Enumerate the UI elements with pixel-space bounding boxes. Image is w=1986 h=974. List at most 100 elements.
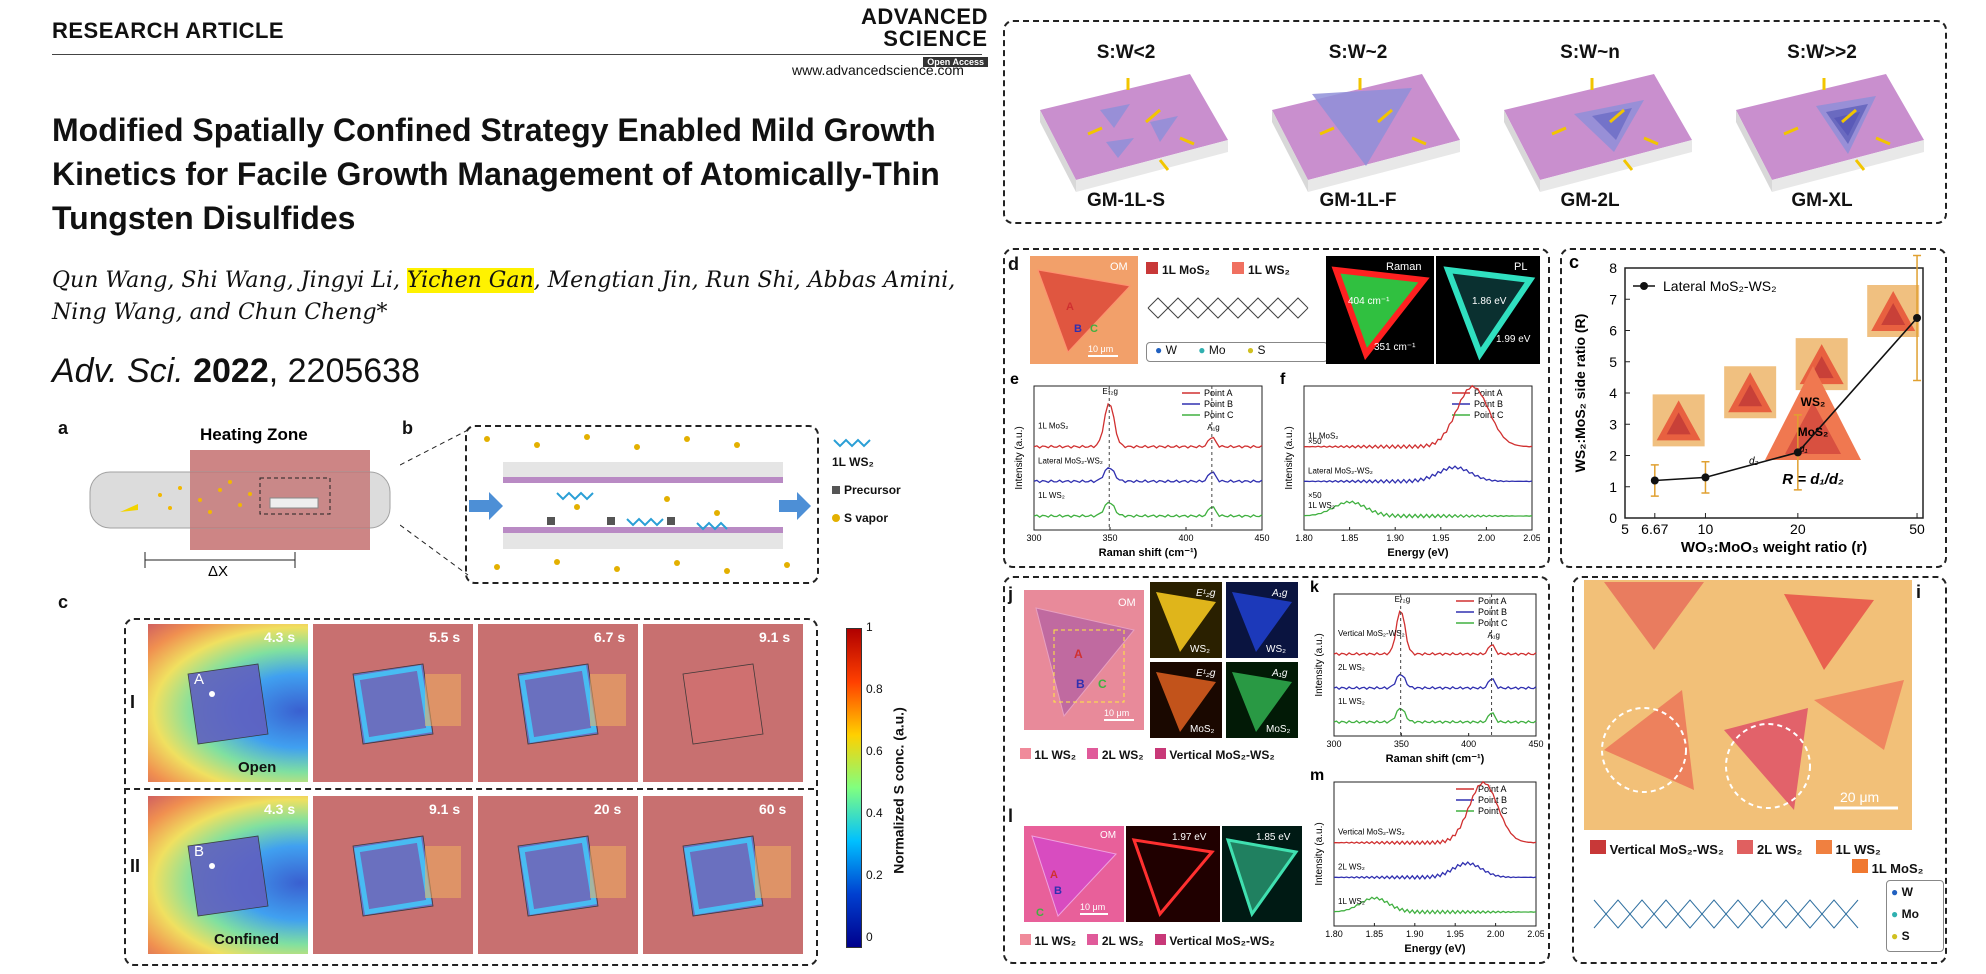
x-tick-label: 450 — [1254, 533, 1269, 543]
substrate-side — [1736, 110, 1772, 192]
x-tick-label: 1.90 — [1386, 533, 1404, 543]
panel-b-frame — [465, 425, 819, 584]
sw-ratio-label: S:W<2 — [1097, 42, 1156, 63]
panel-jklm-frame — [1003, 576, 1550, 964]
series-point — [1701, 473, 1710, 482]
logo-line1: ADVANCED — [860, 4, 988, 29]
plot-frame — [1333, 781, 1537, 927]
svg-text:C: C — [1036, 907, 1044, 919]
point-label: A — [194, 671, 204, 688]
curve-label: Vertical MoS₂-WS₂ — [1338, 629, 1405, 638]
svg-text:C: C — [1090, 323, 1098, 335]
ws2-chain-icon — [833, 438, 871, 448]
time-label: 60 s — [759, 801, 786, 817]
panel-c-frame — [124, 618, 818, 966]
x-tick-label: 5 — [1621, 521, 1629, 537]
legend-label: Point C — [1474, 410, 1504, 420]
zoom-lines — [400, 429, 469, 576]
annotation-ws2: WS₂ — [1801, 395, 1826, 409]
delta-x-label: ΔX — [208, 563, 228, 580]
point-marker — [209, 863, 215, 869]
spectrum-curve — [1033, 501, 1263, 518]
time-label: 4.3 s — [264, 629, 295, 645]
x-tick-label: 2.00 — [1487, 929, 1505, 939]
legend-label: Point A — [1478, 596, 1507, 606]
condition-label: Confined — [214, 931, 279, 948]
heating-zone-label: Heating Zone — [200, 425, 308, 444]
diffusion-plume — [755, 846, 791, 898]
map-flake — [1156, 592, 1216, 652]
colorbar-tick: 0.6 — [866, 744, 883, 758]
spectrum-curve — [1334, 861, 1537, 880]
l-pl-map-197: 1.97 eV — [1126, 826, 1220, 922]
substrate-slab — [517, 835, 599, 917]
legend-label: Point A — [1204, 388, 1233, 398]
svg-text:1.97 eV: 1.97 eV — [1172, 832, 1207, 843]
multiplier-label: ×50 — [1308, 437, 1322, 446]
point-label: B — [194, 843, 204, 860]
pl-plot-f: f 1.80 1.85 1.90 1.95 2.00 2.05 Energy (eV) Inte… — [1280, 372, 1540, 559]
ws2-triangle — [1312, 88, 1412, 166]
x-tick-label: 300 — [1026, 533, 1041, 543]
panel-letter: k — [1310, 580, 1319, 596]
growth-mode-name: GM-1L-S — [1087, 190, 1165, 210]
simulation-cell-svg: 6.7 s — [517, 629, 626, 745]
growth-arrow — [1854, 159, 1866, 171]
map-material-label: MoS₂ — [1266, 724, 1291, 735]
colorbar-tick: 0 — [866, 930, 873, 944]
spectrum-curve — [1303, 384, 1533, 450]
x-axis-label: Energy (eV) — [1387, 547, 1448, 559]
growth-arrow — [1783, 126, 1799, 136]
panel-i-label: i — [1916, 582, 1922, 602]
ws2-second-layer — [1592, 108, 1632, 140]
growth-arrow — [1158, 159, 1170, 171]
growth-mode-item: S:W~n GM-2L — [1474, 30, 1706, 211]
simulation-cell-svg: 20 s — [517, 801, 626, 917]
y-tick-label: 4 — [1609, 385, 1617, 401]
spectrum-curve — [1333, 707, 1537, 725]
plot-frame — [1033, 385, 1263, 531]
legend-label: Point B — [1478, 795, 1507, 805]
svg-text:20 μm: 20 μm — [1840, 789, 1879, 805]
svg-text:OM: OM — [1100, 830, 1116, 841]
svg-text:B: B — [1076, 677, 1085, 691]
substrate-slab — [352, 835, 434, 917]
journal-website[interactable]: www.advancedscience.com — [792, 62, 964, 78]
time-label: 4.3 s — [264, 801, 295, 817]
x-tick-label: 400 — [1461, 739, 1476, 749]
j-raman-map-svg: E¹₂g WS₂ — [1156, 588, 1216, 655]
x-tick-label: 1.80 — [1325, 929, 1343, 939]
confined-space-diagram — [469, 434, 811, 574]
d-legend-ws2: 1L WS₂ — [1232, 262, 1290, 277]
panel-b-label: b — [402, 418, 413, 438]
simulation-cell: 4.3 s A Open — [148, 624, 308, 782]
citation-number: , 2205638 — [268, 352, 420, 390]
spectrum-curve — [1333, 780, 1537, 846]
svg-text:B: B — [1054, 885, 1062, 897]
svg-text:B: B — [1074, 323, 1082, 335]
row-i-label: I — [130, 692, 136, 712]
diffusion-plume — [590, 674, 626, 726]
growth-mode-svg: S:W~2 GM-1L-F — [1272, 42, 1460, 211]
series-point — [1650, 476, 1659, 485]
series-line — [1654, 317, 1918, 482]
time-label: 5.5 s — [429, 629, 460, 645]
x-tick-label: 10 — [1698, 521, 1714, 537]
substrate-front — [1076, 140, 1228, 192]
growth-mode-name: GM-2L — [1560, 190, 1620, 210]
legend-1l-ws2: 1L WS₂ — [832, 455, 874, 469]
substrate-slab — [187, 835, 269, 917]
ws2-multilayer — [1834, 112, 1860, 136]
growth-arrow — [1319, 126, 1335, 136]
j-raman-map: A₁g WS₂ — [1226, 582, 1298, 658]
x-tick-label: 2.00 — [1478, 533, 1496, 543]
citation-year: 2022 — [193, 352, 269, 390]
article-title: Modified Spatially Confined Strategy Ena… — [52, 112, 940, 236]
panel-l-label: l — [1008, 806, 1014, 826]
header-divider — [52, 54, 982, 55]
simulation-cell-svg: 9.1 s — [352, 801, 461, 917]
x-tick-label: 1.95 — [1432, 533, 1450, 543]
x-tick-label: 1.85 — [1341, 533, 1359, 543]
simulation-cell: 5.5 s — [313, 624, 473, 782]
panel-def-frame — [1003, 248, 1550, 568]
